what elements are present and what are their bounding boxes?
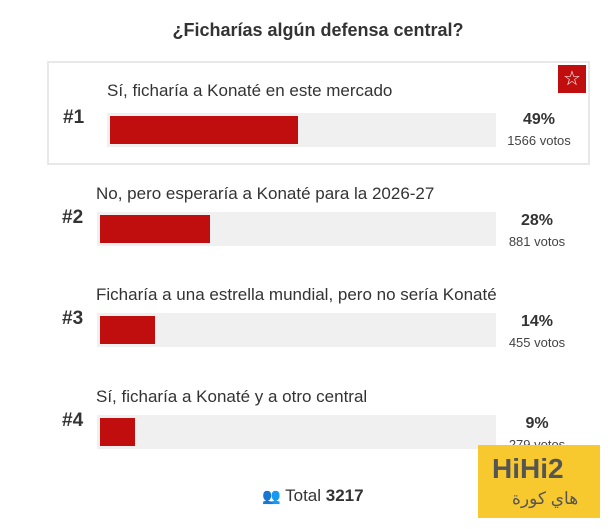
- option-bar-fill: [100, 215, 211, 243]
- users-icon: 👥: [262, 488, 281, 505]
- option-rank: #4: [62, 410, 84, 431]
- poll-option[interactable]: #2 No, pero esperaría a Konaté para la 2…: [37, 169, 580, 273]
- option-rank: #2: [62, 207, 84, 228]
- option-bar-track: [97, 313, 496, 347]
- option-label: Ficharía a una estrella mundial, pero no…: [96, 285, 497, 304]
- option-rank: #3: [62, 308, 84, 329]
- option-bar-fill: [100, 418, 136, 446]
- option-percent: 9%: [525, 415, 549, 432]
- poll-option[interactable]: #1 Sí, ficharía a Konaté en este mercado…: [47, 61, 590, 165]
- total-votes: 👥 Total 3217: [262, 486, 364, 505]
- option-percent: 14%: [520, 313, 554, 330]
- option-bar-fill: [100, 316, 156, 344]
- option-percent: 28%: [520, 212, 554, 229]
- option-votes: 1566 votos: [507, 133, 571, 148]
- option-percent: 49%: [522, 111, 556, 128]
- poll-option[interactable]: #3 Ficharía a una estrella mundial, pero…: [37, 270, 580, 374]
- option-label: Sí, ficharía a Konaté en este mercado: [107, 81, 393, 100]
- option-label: No, pero esperaría a Konaté para la 2026…: [96, 184, 435, 203]
- option-bar-track: [97, 415, 496, 449]
- option-rank: #1: [63, 107, 85, 128]
- star-icon[interactable]: ☆: [558, 65, 586, 93]
- option-votes: 455 votos: [508, 335, 566, 350]
- watermark-logo: HiHi2 هاي كورة: [478, 445, 600, 518]
- option-bar-track: [97, 212, 496, 246]
- poll-title: ¿Ficharías algún defensa central?: [172, 20, 464, 40]
- option-votes: 881 votos: [508, 234, 566, 249]
- option-label: Sí, ficharía a Konaté y a otro central: [96, 387, 368, 406]
- option-bar-fill: [110, 116, 298, 144]
- option-bar-track: [107, 113, 496, 147]
